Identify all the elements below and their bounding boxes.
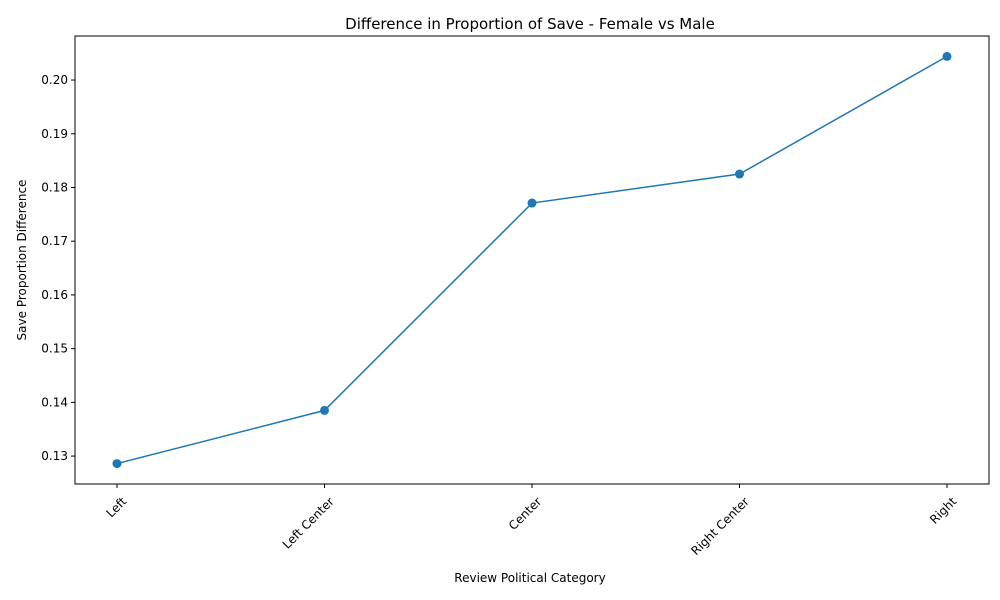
y-tick-label: 0.19 (41, 127, 68, 141)
y-tick-label: 0.16 (41, 288, 68, 302)
data-point (527, 198, 537, 208)
y-axis: 0.13 0.14 0.15 0.16 0.17 0.18 0.19 0.20 (41, 73, 75, 463)
data-point (735, 169, 744, 179)
data-point (942, 51, 952, 61)
y-tick-label: 0.18 (41, 180, 68, 194)
series-line (116, 55, 948, 465)
data-point (320, 405, 329, 415)
x-axis-title: Review Political Category (454, 571, 605, 585)
x-tick-label: Right Center (688, 494, 752, 558)
x-axis: Left Left Center Center Right Center Right (103, 484, 960, 558)
chart-title: Difference in Proportion of Save - Femal… (345, 15, 715, 33)
y-tick-label: 0.17 (41, 234, 68, 248)
y-tick-label: 0.13 (41, 449, 68, 463)
data-point (112, 459, 122, 469)
y-tick-label: 0.20 (41, 73, 68, 87)
x-tick-label: Left Center (280, 494, 337, 551)
x-tick-label: Left (103, 494, 129, 520)
y-axis-title: Save Proportion Difference (15, 180, 29, 341)
x-tick-label: Center (506, 494, 545, 533)
x-tick-label: Right (927, 494, 959, 526)
y-tick-label: 0.14 (41, 395, 68, 409)
series (112, 51, 952, 469)
plot-frame (74, 35, 990, 485)
y-tick-label: 0.15 (41, 342, 68, 356)
